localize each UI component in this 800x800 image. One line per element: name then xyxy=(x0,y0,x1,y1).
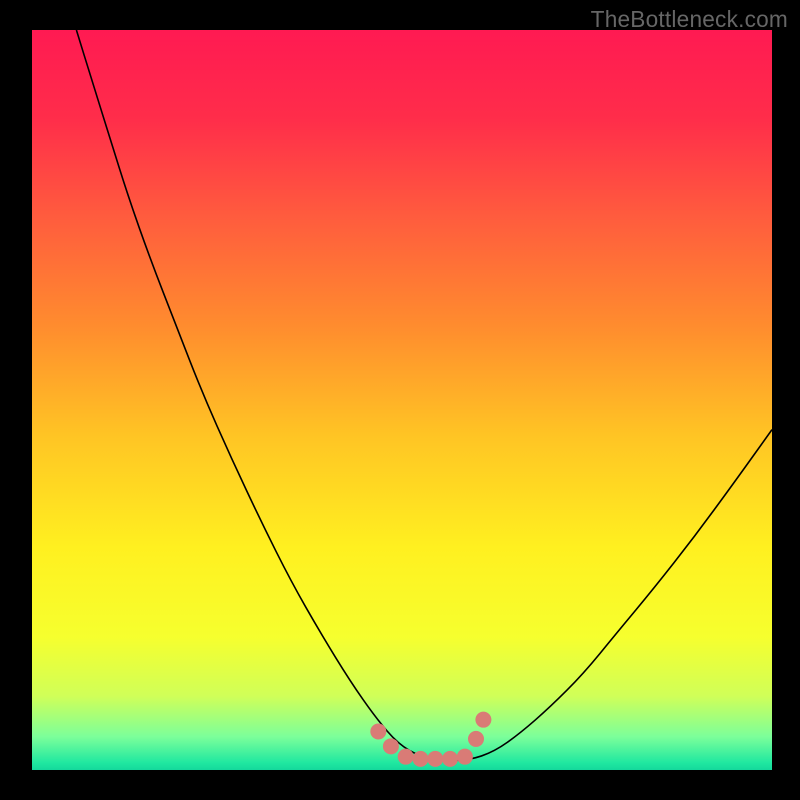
plot-area xyxy=(32,30,772,770)
chart-container: TheBottleneck.com xyxy=(0,0,800,800)
plot-background-gradient xyxy=(32,30,772,770)
site-watermark: TheBottleneck.com xyxy=(591,6,788,33)
